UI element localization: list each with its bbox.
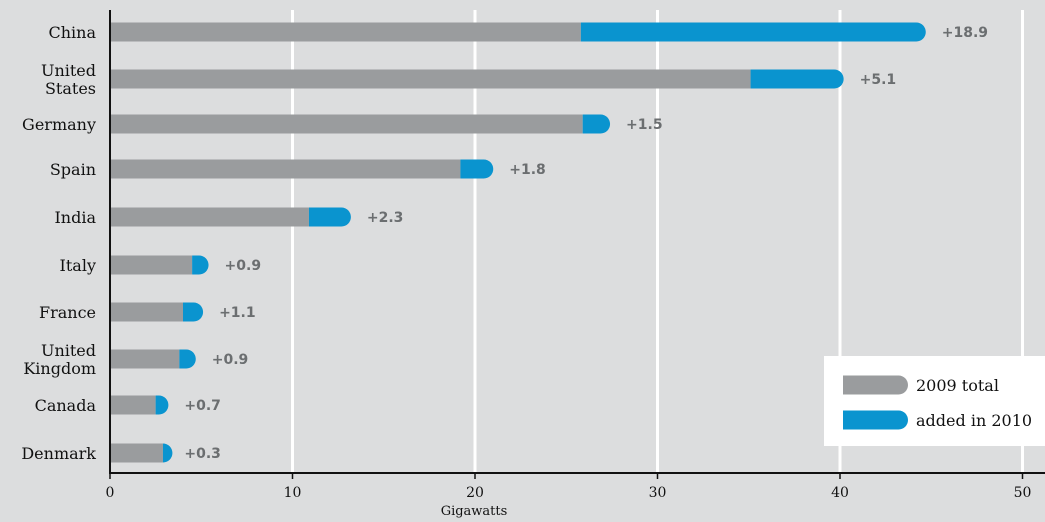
bar-2009-italy (110, 255, 193, 275)
bar-2009-france (110, 302, 183, 322)
data-label-denmark: +0.3 (184, 446, 221, 462)
data-label-india: +2.3 (367, 210, 404, 226)
bar-2010-denmark (162, 443, 173, 463)
bar-2010-india (308, 207, 351, 227)
legend-label-2009-total: 2009 total (916, 376, 999, 395)
bars (110, 22, 926, 463)
bar-2009-canada (110, 395, 156, 415)
bar-2010-germany (582, 114, 611, 134)
x-tick-label-50: 50 (1014, 485, 1032, 501)
data-label-china: +18.9 (942, 25, 988, 41)
data-label-united-kingdom: +0.9 (212, 352, 249, 368)
bar-2009-germany (110, 114, 583, 134)
category-label-italy: Italy (60, 256, 96, 275)
data-label-spain: +1.8 (509, 162, 546, 178)
bar-2010-united-kingdom (179, 349, 196, 369)
x-axis-title: Gigawatts (441, 504, 508, 519)
data-label-france: +1.1 (219, 305, 256, 321)
bar-2009-united-states (110, 69, 751, 89)
category-label-germany: Germany (22, 115, 96, 134)
bar-2009-united-kingdom (110, 349, 180, 369)
bar-2009-china (110, 22, 581, 42)
data-label-canada: +0.7 (184, 398, 221, 414)
bar-2009-denmark (110, 443, 163, 463)
category-labels: China United States Germany Spain India Italy F… (21, 23, 96, 463)
data-labels: +18.9 +5.1 +1.5 +1.8 +2.3 +0.9 +1.1 +0.9 +0.7 +0.… (184, 25, 988, 462)
category-label-spain: Spain (50, 160, 96, 179)
bar-2010-spain (460, 159, 494, 179)
bar-2009-spain (110, 159, 461, 179)
bar-2010-china (580, 22, 926, 42)
legend-label-added-2010: added in 2010 (916, 411, 1032, 430)
bar-2009-india (110, 207, 309, 227)
category-label-united-states: United States (41, 61, 96, 98)
category-label-canada: Canada (35, 396, 97, 415)
x-tick-labels: 0 10 20 30 40 50 (106, 473, 1032, 501)
legend-box (824, 356, 1045, 446)
legend: 2009 total added in 2010 (824, 356, 1045, 446)
bar-2010-italy (192, 255, 209, 275)
axes (109, 10, 1045, 474)
x-tick-label-20: 20 (466, 485, 484, 501)
legend-swatch-2009-total (843, 375, 908, 395)
legend-swatch-added-2010 (843, 410, 908, 430)
bar-2010-france (183, 302, 204, 322)
category-label-india: India (54, 208, 96, 227)
bar-2010-canada (155, 395, 169, 415)
category-label-united-kingdom: United Kingdom (23, 341, 96, 378)
data-label-germany: +1.5 (626, 117, 663, 133)
bar-2010-united-states (750, 69, 844, 89)
category-label-france: France (39, 303, 96, 322)
category-label-denmark: Denmark (21, 444, 96, 463)
x-tick-label-0: 0 (106, 485, 115, 501)
data-label-italy: +0.9 (225, 258, 262, 274)
x-tick-label-30: 30 (649, 485, 667, 501)
category-label-china: China (48, 23, 96, 42)
x-tick-label-40: 40 (831, 485, 849, 501)
x-tick-label-10: 10 (284, 485, 302, 501)
data-label-united-states: +5.1 (860, 72, 897, 88)
